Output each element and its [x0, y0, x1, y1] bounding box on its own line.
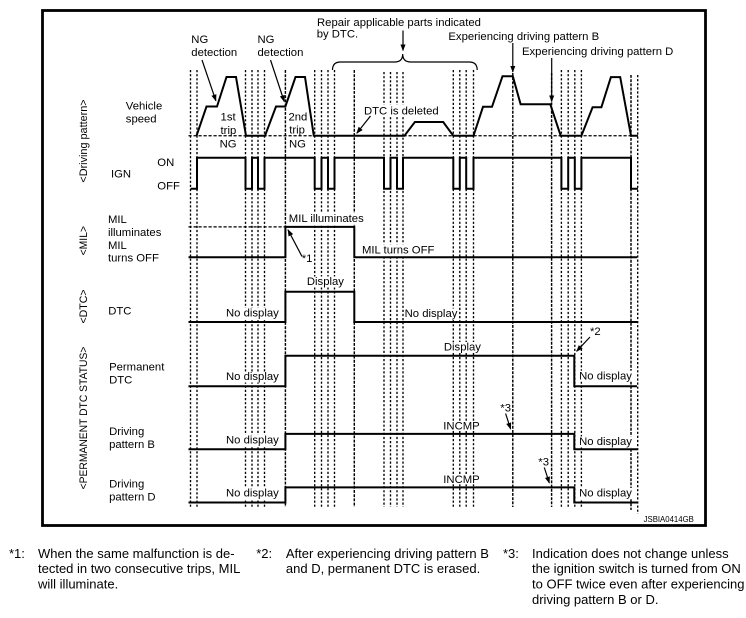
svg-text:detection: detection — [191, 47, 237, 59]
svg-text:No display: No display — [226, 371, 279, 383]
svg-text:Driving: Driving — [109, 478, 144, 490]
svg-text:NG: NG — [289, 139, 306, 151]
svg-text:*3: *3 — [500, 403, 511, 415]
svg-text:After experiencing driving pat: After experiencing driving pattern B — [286, 546, 489, 561]
svg-text:illuminates: illuminates — [108, 227, 162, 239]
svg-text:No display: No display — [579, 436, 632, 448]
svg-text:will illuminate.: will illuminate. — [37, 577, 118, 592]
svg-text:detection: detection — [258, 47, 304, 59]
svg-text:No display: No display — [405, 308, 458, 320]
svg-text:Display: Display — [444, 342, 481, 354]
svg-text:<Driving pattern>: <Driving pattern> — [78, 99, 90, 182]
svg-text:No display: No display — [226, 308, 279, 320]
svg-text:Display: Display — [307, 276, 344, 288]
svg-text:2nd: 2nd — [288, 112, 307, 124]
svg-text:MIL turns OFF: MIL turns OFF — [362, 244, 434, 256]
svg-text:DTC is deleted: DTC is deleted — [364, 105, 439, 117]
svg-text:and D, permanent DTC is erased: and D, permanent DTC is erased. — [286, 561, 480, 576]
svg-text:by DTC.: by DTC. — [317, 28, 358, 40]
svg-text:trip: trip — [289, 125, 305, 137]
svg-text:*2: *2 — [590, 326, 601, 338]
svg-text:Driving: Driving — [109, 426, 144, 438]
svg-text:speed: speed — [126, 114, 157, 126]
svg-text:Repair applicable parts indica: Repair applicable parts indicated — [317, 17, 481, 29]
svg-text:trip: trip — [221, 125, 237, 137]
svg-text:No display: No display — [226, 488, 279, 500]
svg-text:INCMP: INCMP — [443, 421, 479, 433]
svg-text:MIL: MIL — [108, 240, 127, 252]
svg-text:*1: *1 — [302, 253, 313, 265]
svg-text:MIL: MIL — [108, 214, 127, 226]
svg-text:JSBIA0414GB: JSBIA0414GB — [644, 515, 694, 524]
svg-text:Permanent: Permanent — [109, 361, 165, 373]
svg-text:<DTC>: <DTC> — [78, 289, 90, 323]
svg-text:NG: NG — [191, 34, 208, 46]
svg-text:DTC: DTC — [108, 306, 131, 318]
svg-text:Vehicle: Vehicle — [126, 100, 162, 112]
svg-text:When the same malfunction is d: When the same malfunction is de- — [38, 546, 235, 561]
svg-text:DTC: DTC — [109, 375, 132, 387]
svg-text:No display: No display — [579, 488, 632, 500]
svg-text:No display: No display — [226, 435, 279, 447]
svg-text:<MIL>: <MIL> — [78, 226, 90, 255]
svg-text:driving pattern B or D.: driving pattern B or D. — [532, 592, 658, 607]
svg-text:NG: NG — [220, 139, 237, 151]
svg-text:ON: ON — [157, 157, 174, 169]
svg-text:1st: 1st — [221, 111, 237, 123]
svg-text:*3: *3 — [538, 457, 549, 469]
svg-text:*3:: *3: — [503, 546, 519, 561]
svg-text:Indication does not change unl: Indication does not change unless — [532, 546, 729, 561]
svg-text:pattern B: pattern B — [109, 439, 155, 451]
svg-text:OFF: OFF — [157, 180, 180, 192]
svg-text:NG: NG — [258, 34, 275, 46]
svg-text:tected in two consecutive trip: tected in two consecutive trips, MIL — [38, 561, 240, 576]
svg-text:No display: No display — [579, 370, 632, 382]
svg-text:MIL illuminates: MIL illuminates — [289, 213, 364, 225]
svg-text:the ignition switch is turned: the ignition switch is turned from ON — [532, 561, 741, 576]
svg-text:*1:: *1: — [9, 546, 25, 561]
svg-text:pattern D: pattern D — [109, 492, 155, 504]
svg-text:to OFF twice even after experi: to OFF twice even after experiencing — [532, 577, 744, 592]
svg-text:*2:: *2: — [256, 546, 272, 561]
svg-text:<PERMANENT DTC STATUS>: <PERMANENT DTC STATUS> — [78, 347, 90, 490]
svg-text:IGN: IGN — [111, 168, 131, 180]
svg-text:Experiencing driving pattern D: Experiencing driving pattern D — [522, 46, 673, 58]
svg-text:INCMP: INCMP — [443, 474, 479, 486]
svg-text:Experiencing driving pattern B: Experiencing driving pattern B — [448, 31, 599, 43]
svg-text:turns OFF: turns OFF — [108, 253, 159, 265]
